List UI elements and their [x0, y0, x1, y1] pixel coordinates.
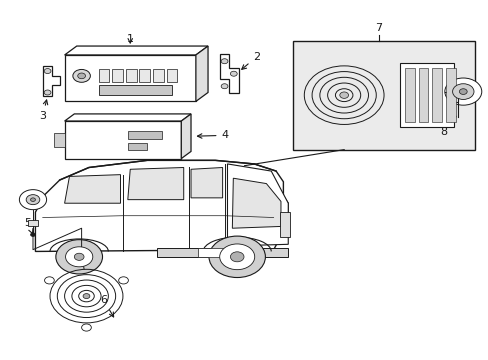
- Circle shape: [78, 73, 85, 79]
- Circle shape: [230, 252, 244, 262]
- Bar: [64, 121, 181, 158]
- Circle shape: [221, 59, 227, 64]
- Text: 1: 1: [126, 34, 133, 44]
- Bar: [28, 220, 38, 226]
- Circle shape: [458, 89, 466, 94]
- Polygon shape: [220, 54, 238, 93]
- Circle shape: [81, 324, 91, 331]
- Circle shape: [208, 236, 265, 278]
- Bar: [431, 68, 441, 122]
- Polygon shape: [232, 178, 281, 228]
- Circle shape: [339, 92, 348, 98]
- Circle shape: [44, 68, 51, 73]
- Circle shape: [73, 69, 90, 82]
- Circle shape: [56, 240, 102, 274]
- Text: 2: 2: [241, 52, 260, 69]
- Polygon shape: [196, 46, 207, 102]
- Bar: [54, 133, 64, 147]
- Bar: [418, 68, 427, 122]
- Text: 3: 3: [39, 100, 48, 121]
- Bar: [399, 63, 453, 127]
- Circle shape: [221, 84, 227, 89]
- Polygon shape: [35, 160, 287, 251]
- Text: 7: 7: [374, 23, 382, 33]
- Polygon shape: [42, 66, 60, 96]
- Bar: [127, 131, 162, 139]
- Bar: [99, 69, 109, 82]
- Bar: [279, 212, 289, 237]
- Polygon shape: [127, 167, 183, 200]
- Circle shape: [30, 198, 35, 202]
- Text: 6: 6: [100, 295, 113, 317]
- Text: 4: 4: [197, 130, 228, 140]
- Polygon shape: [64, 46, 207, 55]
- Polygon shape: [64, 175, 120, 203]
- Circle shape: [26, 195, 40, 204]
- Bar: [153, 69, 163, 82]
- Circle shape: [83, 294, 90, 298]
- Bar: [125, 69, 136, 82]
- Bar: [157, 248, 287, 257]
- Bar: [166, 69, 177, 82]
- Text: 5: 5: [24, 218, 33, 234]
- Polygon shape: [227, 164, 287, 246]
- Circle shape: [452, 84, 473, 99]
- Polygon shape: [191, 167, 222, 198]
- Circle shape: [44, 90, 51, 95]
- Bar: [112, 69, 122, 82]
- Circle shape: [74, 253, 84, 260]
- Circle shape: [44, 277, 54, 284]
- Bar: [64, 55, 196, 102]
- Bar: [127, 143, 147, 150]
- Circle shape: [219, 244, 254, 270]
- Bar: [99, 85, 171, 95]
- Circle shape: [30, 233, 35, 237]
- Polygon shape: [64, 114, 191, 121]
- Circle shape: [65, 247, 93, 267]
- Bar: [198, 248, 244, 257]
- Circle shape: [20, 190, 46, 210]
- Polygon shape: [181, 114, 191, 158]
- Circle shape: [444, 78, 481, 105]
- Bar: [292, 41, 474, 150]
- Circle shape: [230, 71, 237, 76]
- Bar: [445, 68, 455, 122]
- Circle shape: [119, 277, 128, 284]
- Text: 8: 8: [439, 116, 455, 137]
- Bar: [404, 68, 414, 122]
- Bar: [139, 69, 150, 82]
